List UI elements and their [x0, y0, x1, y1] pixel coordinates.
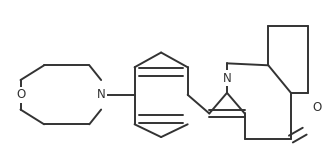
Text: O: O [313, 101, 322, 114]
Text: N: N [97, 88, 106, 101]
Text: N: N [223, 72, 232, 85]
Text: O: O [16, 88, 25, 101]
